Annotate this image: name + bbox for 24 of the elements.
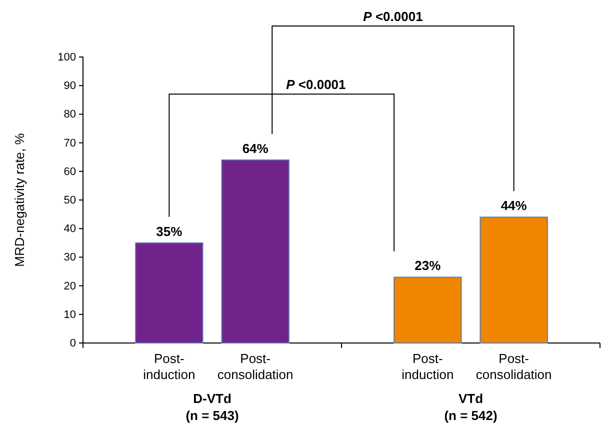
x-tick-label: Post-induction <box>402 351 454 382</box>
y-axis-title: MRD-negativity rate, % <box>12 132 27 267</box>
x-tick-label: Post-consolidation <box>476 351 552 382</box>
data-label: 64% <box>242 140 269 156</box>
y-tick-label: 70 <box>64 137 76 150</box>
y-tick-label: 40 <box>64 223 76 236</box>
y-tick-label: 80 <box>64 108 76 121</box>
x-tick-label: Post-induction <box>143 351 196 382</box>
y-tick-label: 90 <box>64 80 76 92</box>
text: P <0.0001 <box>363 9 423 24</box>
annotation: P <0.0001 <box>286 77 346 92</box>
text: D-VTd (n = 543) <box>186 391 239 423</box>
y-tick-label: 30 <box>64 252 76 264</box>
y-tick-label: 0 <box>70 338 76 350</box>
x-tick-label: Post-consolidation <box>217 351 294 382</box>
y-tick-label: 60 <box>64 166 76 178</box>
data-label: 35% <box>156 224 183 239</box>
y-tick-label: 50 <box>64 194 76 207</box>
y-tick-label: 100 <box>58 52 76 64</box>
data-label: 44% <box>500 198 528 214</box>
y-tick-label: 10 <box>64 308 76 321</box>
data-label: 23% <box>414 258 442 274</box>
text: VTd (n = 542) <box>444 391 498 423</box>
y-tick-label: 20 <box>64 280 76 292</box>
